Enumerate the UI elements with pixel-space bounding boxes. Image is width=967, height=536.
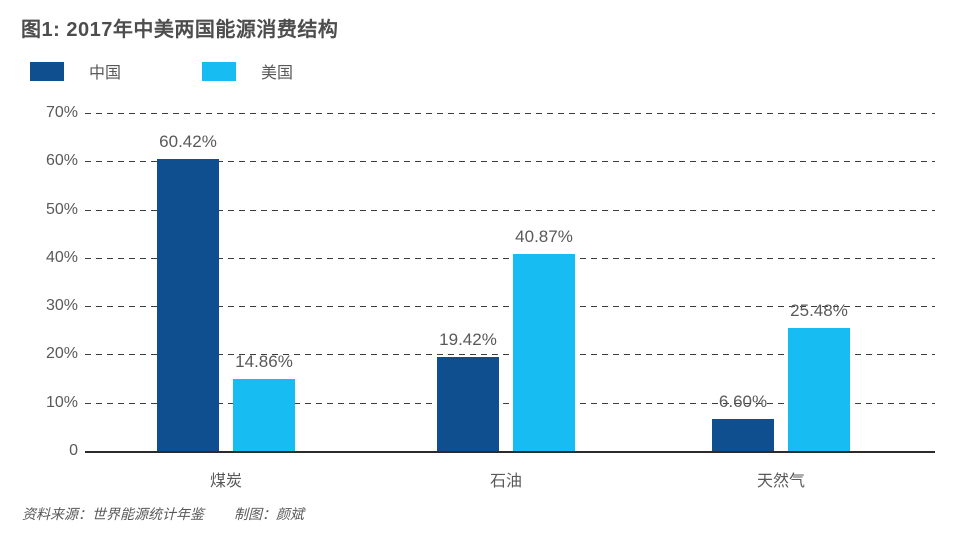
y-tick-label-60: 60% bbox=[45, 152, 78, 170]
footer: 资料来源：世界能源统计年鉴 制图：颜斌 bbox=[22, 504, 304, 524]
gridline-40 bbox=[85, 257, 935, 259]
bar-china-coal bbox=[157, 159, 219, 451]
legend-label-china: 中国 bbox=[89, 65, 122, 82]
y-tick-label-10: 10% bbox=[45, 393, 78, 411]
category-label-oil: 石油 bbox=[489, 473, 522, 490]
gridline-10 bbox=[85, 402, 935, 404]
bar-us-oil bbox=[513, 253, 575, 451]
y-tick-label-40: 40% bbox=[45, 248, 78, 266]
gridline-20 bbox=[85, 354, 935, 356]
data-label-us-gas: 25.48% bbox=[790, 300, 848, 320]
y-tick-label-70: 70% bbox=[45, 104, 78, 121]
bar-us-coal bbox=[233, 379, 295, 451]
y-tick-label-50: 50% bbox=[45, 200, 78, 218]
category-label-coal: 煤炭 bbox=[209, 473, 242, 490]
legend-swatch-us bbox=[202, 61, 236, 81]
gridline-30 bbox=[85, 306, 935, 308]
bar-china-gas bbox=[712, 419, 774, 451]
data-label-us-oil: 40.87% bbox=[515, 226, 573, 246]
data-label-china-coal: 60.42% bbox=[159, 132, 217, 152]
footer-credit: 制图：颜斌 bbox=[234, 506, 304, 522]
gridline-50 bbox=[85, 209, 935, 211]
y-tick-label-20: 20% bbox=[45, 345, 78, 363]
legend-item-china: 中国 bbox=[30, 59, 121, 83]
legend-label-us: 美国 bbox=[261, 65, 294, 82]
data-label-china-oil: 19.42% bbox=[439, 330, 497, 350]
gridline-60 bbox=[85, 161, 935, 163]
data-label-us-coal: 14.86% bbox=[235, 352, 293, 372]
data-label-china-gas: 6.60% bbox=[718, 392, 768, 412]
footer-source: 资料来源：世界能源统计年鉴 bbox=[22, 506, 204, 522]
bar-china-oil bbox=[437, 357, 499, 451]
y-tick-label-30: 30% bbox=[45, 297, 78, 315]
y-tick-label-0: 0 bbox=[69, 442, 78, 459]
category-label-gas: 天然气 bbox=[756, 473, 805, 490]
page-title: 图1: 2017年中美两国能源消费结构 bbox=[21, 19, 339, 41]
gridline-70 bbox=[85, 113, 935, 114]
legend-swatch-china bbox=[30, 61, 64, 81]
bar-us-gas bbox=[788, 327, 850, 451]
legend-item-us: 美国 bbox=[202, 59, 293, 83]
plot-area bbox=[85, 113, 935, 453]
